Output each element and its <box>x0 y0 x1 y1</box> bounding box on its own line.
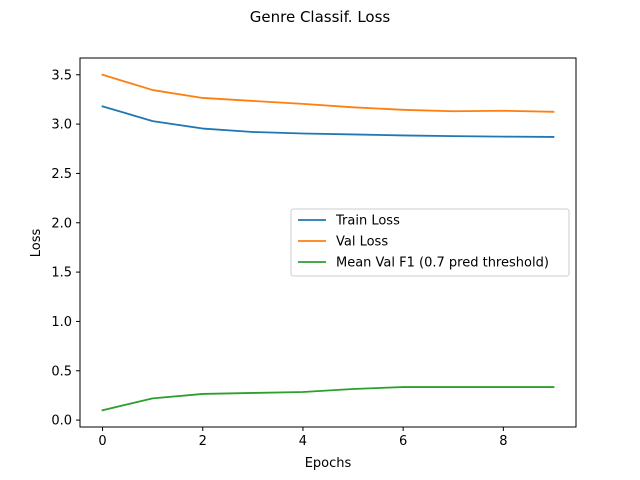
chart-title: Genre Classif. Loss <box>250 8 391 26</box>
x-axis-label: Epochs <box>305 456 352 471</box>
series-line-mean-val-f1-0-7-pred-threshold <box>101 386 555 412</box>
y-tick-label: 3.0 <box>51 118 72 133</box>
x-tick-label: 6 <box>399 434 407 449</box>
x-tick-label: 4 <box>299 434 307 449</box>
y-tick-label: 1.5 <box>51 266 72 281</box>
y-axis-label: Loss <box>29 229 44 258</box>
y-tick-label: 0.5 <box>51 364 72 379</box>
y-tick-label: 2.0 <box>51 216 72 231</box>
legend-label-mean-val-f1-0-7-pred-threshold: Mean Val F1 (0.7 pred threshold) <box>336 256 549 271</box>
y-tick-label: 1.0 <box>51 315 72 330</box>
legend-label-val-loss: Val Loss <box>336 235 388 250</box>
legend-box <box>290 208 570 277</box>
legend-label-train-loss: Train Loss <box>335 214 400 229</box>
x-tick-label: 2 <box>199 434 207 449</box>
x-axis-ticks: 0 2 4 6 8 <box>98 427 507 449</box>
y-tick-label: 3.5 <box>51 68 72 83</box>
series-line-train-loss <box>101 105 555 138</box>
plot-frame <box>79 57 577 428</box>
series-line-val-loss <box>101 73 555 113</box>
y-tick-label: 2.5 <box>51 167 72 182</box>
x-tick-label: 0 <box>98 434 106 449</box>
y-tick-label: 0.0 <box>51 414 72 429</box>
x-tick-label: 8 <box>499 434 507 449</box>
legend: Train Loss Val Loss Mean Val F1 (0.7 pred … <box>290 208 570 277</box>
series-layer <box>101 73 555 412</box>
y-axis-ticks: 0.0 0.5 1.0 1.5 2.0 2.5 3.0 3.5 <box>51 68 80 429</box>
